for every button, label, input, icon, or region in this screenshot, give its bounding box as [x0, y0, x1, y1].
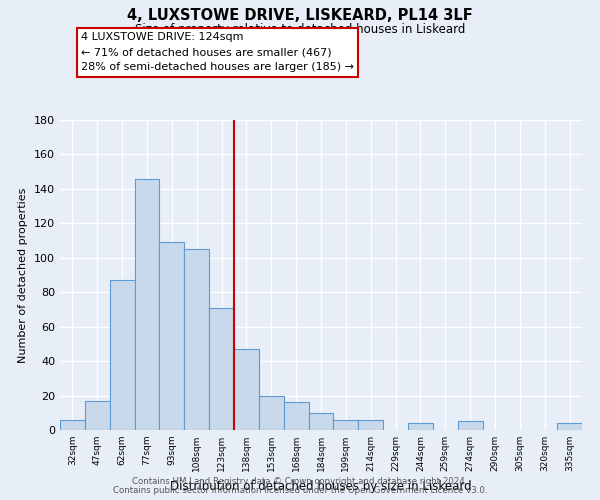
Bar: [308, 413, 334, 430]
Bar: [334, 420, 358, 430]
Bar: [557, 423, 582, 430]
Bar: [458, 422, 482, 430]
Bar: [209, 308, 234, 430]
Bar: [160, 242, 184, 430]
Text: Contains HM Land Registry data © Crown copyright and database right 2024.: Contains HM Land Registry data © Crown c…: [132, 477, 468, 486]
Bar: [110, 280, 134, 430]
Bar: [184, 249, 209, 430]
Bar: [259, 396, 284, 430]
Text: 4, LUXSTOWE DRIVE, LISKEARD, PL14 3LF: 4, LUXSTOWE DRIVE, LISKEARD, PL14 3LF: [127, 8, 473, 22]
Bar: [85, 400, 110, 430]
Bar: [358, 420, 383, 430]
Bar: [234, 349, 259, 430]
Text: Size of property relative to detached houses in Liskeard: Size of property relative to detached ho…: [135, 22, 465, 36]
Bar: [408, 423, 433, 430]
X-axis label: Distribution of detached houses by size in Liskeard: Distribution of detached houses by size …: [170, 480, 472, 492]
Bar: [284, 402, 308, 430]
Bar: [60, 420, 85, 430]
Bar: [134, 178, 160, 430]
Y-axis label: Number of detached properties: Number of detached properties: [19, 188, 28, 362]
Text: Contains public sector information licensed under the Open Government Licence v3: Contains public sector information licen…: [113, 486, 487, 495]
Text: 4 LUXSTOWE DRIVE: 124sqm
← 71% of detached houses are smaller (467)
28% of semi-: 4 LUXSTOWE DRIVE: 124sqm ← 71% of detach…: [81, 32, 354, 72]
